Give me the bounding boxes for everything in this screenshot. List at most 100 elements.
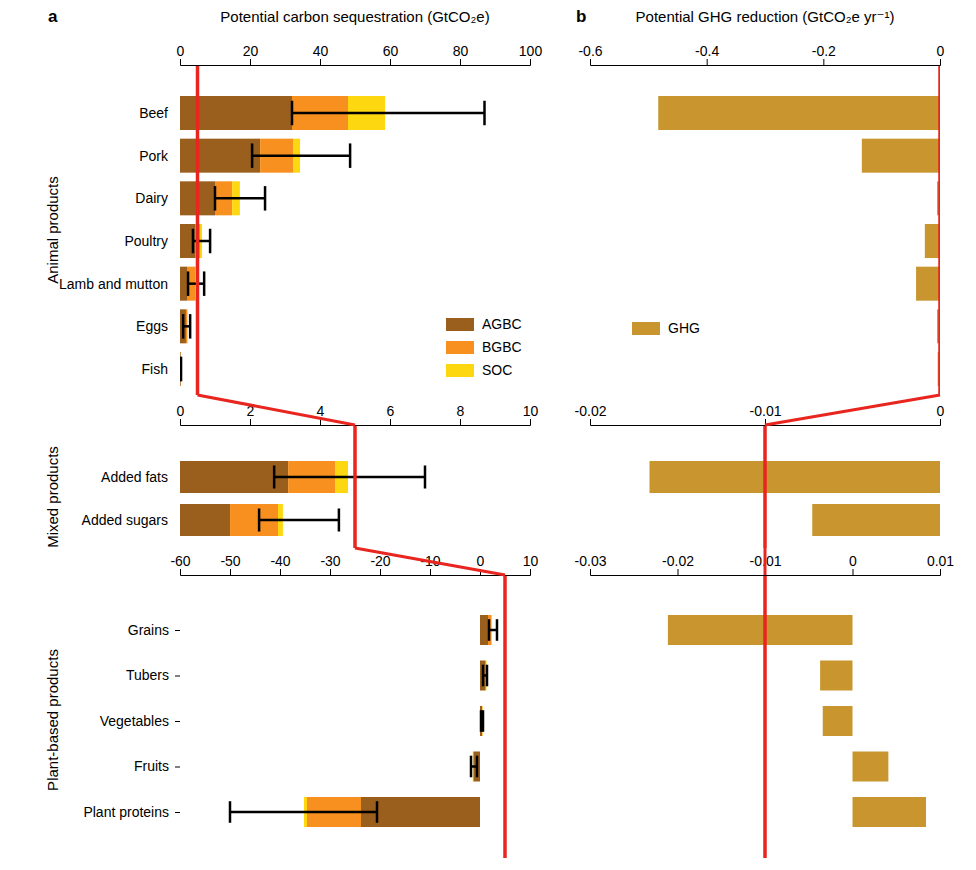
x-tick-label: -0.01	[750, 403, 782, 419]
y-tick: Added fats	[101, 469, 180, 485]
error-bar	[230, 811, 377, 814]
category-label: Added fats	[101, 469, 168, 485]
reference-connector	[764, 548, 767, 575]
error-cap	[258, 508, 261, 531]
error-cap	[496, 619, 499, 641]
x-tick-label: 100	[519, 43, 543, 59]
error-bar	[274, 476, 425, 479]
error-cap	[214, 186, 217, 210]
error-cap	[251, 143, 254, 167]
x-tick-label: 0	[937, 43, 945, 59]
x-tick-label: -0.03	[575, 553, 607, 569]
bar	[482, 706, 484, 736]
reference-connector	[198, 395, 356, 425]
reference-line	[763, 425, 767, 548]
bar	[480, 615, 488, 645]
x-tick-mark	[180, 569, 181, 575]
error-cap	[480, 710, 483, 732]
x-tick-mark	[590, 419, 591, 425]
reference-connector	[765, 395, 940, 425]
x-tick-label: 0	[177, 43, 185, 59]
x-axis: 0246810	[177, 403, 539, 426]
error-cap	[229, 801, 232, 823]
x-tick: 0	[849, 553, 857, 575]
bar	[823, 706, 853, 736]
x-tick: 60	[383, 43, 399, 65]
x-tick: 6	[387, 403, 395, 425]
x-tick-label: 10	[523, 553, 539, 569]
category-label: Plant proteins	[83, 804, 169, 820]
x-tick-label: 0	[849, 553, 857, 569]
legend-label: SOC	[482, 362, 512, 378]
group-label: Animal products	[44, 176, 61, 284]
x-tick-mark	[390, 59, 391, 65]
x-tick: 40	[313, 43, 329, 65]
x-tick-label: -0.2	[812, 43, 836, 59]
plot-area	[230, 575, 505, 858]
bar	[482, 706, 483, 736]
x-tick: -20	[370, 553, 390, 575]
x-axis: 020406080100	[177, 43, 543, 66]
category-label: Poultry	[124, 233, 168, 249]
bar-series	[180, 461, 288, 536]
bar	[180, 224, 195, 258]
bar	[480, 706, 482, 736]
error-cap	[338, 508, 341, 531]
error-cap	[187, 271, 190, 295]
x-tick-mark	[430, 569, 431, 575]
bar	[180, 461, 288, 493]
y-tick-mark	[175, 676, 180, 677]
y-tick: Eggs	[136, 318, 180, 334]
x-tick: 0	[937, 403, 945, 425]
x-tick: -0.6	[578, 43, 602, 65]
x-tick-mark	[530, 59, 531, 65]
x-tick-mark	[590, 569, 591, 575]
category-label: Fruits	[134, 758, 169, 774]
x-tick-label: 60	[383, 43, 399, 59]
bar	[853, 797, 927, 827]
category-label: Pork	[139, 148, 169, 164]
category-label: Beef	[139, 105, 168, 121]
x-tick-label: 40	[313, 43, 329, 59]
x-tick: -40	[270, 553, 290, 575]
error-cap	[483, 101, 486, 125]
x-tick-label: -0.4	[695, 43, 719, 59]
x-tick-label: -0.6	[578, 43, 602, 59]
y-tick: Beef	[139, 105, 180, 121]
y-axis: BeefPorkDairyPoultryLamb and muttonEggsF…	[59, 105, 180, 377]
error-cap	[203, 271, 206, 295]
bar	[650, 461, 941, 493]
error-cap	[376, 801, 379, 823]
legend-label: GHG	[668, 320, 700, 336]
category-label: Tubers	[126, 667, 169, 683]
error-cap	[209, 229, 212, 253]
error-cap	[180, 357, 182, 381]
x-axis-line	[181, 59, 531, 66]
bar	[916, 267, 940, 301]
category-label: Grains	[128, 622, 169, 638]
x-tick: 0	[177, 403, 185, 425]
x-tick-mark	[230, 569, 231, 575]
x-tick: 10	[523, 553, 539, 575]
y-tick: Pork	[139, 148, 180, 164]
bar-series	[307, 615, 491, 827]
reference-line	[196, 65, 200, 395]
x-tick-mark	[280, 569, 281, 575]
axis-title: Potential GHG reduction (GtCO₂e yr⁻¹)	[636, 8, 895, 25]
bar	[862, 139, 940, 173]
group-label: Mixed products	[44, 446, 61, 548]
error-cap	[482, 710, 485, 732]
x-tick: 4	[317, 403, 325, 425]
category-label: Fish	[142, 361, 168, 377]
error-cap	[264, 186, 267, 210]
bar	[668, 615, 853, 645]
y-tick: Fish	[142, 361, 180, 377]
x-tick: -0.02	[575, 403, 607, 425]
bar-series	[278, 461, 348, 536]
bar-series	[668, 615, 926, 827]
legend-swatch	[632, 322, 660, 335]
x-tick-label: 0	[177, 403, 185, 419]
bar	[180, 267, 187, 301]
error-bar	[259, 519, 339, 522]
plot-area	[668, 575, 926, 858]
